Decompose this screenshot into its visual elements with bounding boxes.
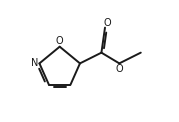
Text: N: N	[31, 58, 38, 68]
Text: O: O	[115, 64, 123, 74]
Text: O: O	[104, 18, 111, 28]
Text: O: O	[56, 36, 64, 46]
